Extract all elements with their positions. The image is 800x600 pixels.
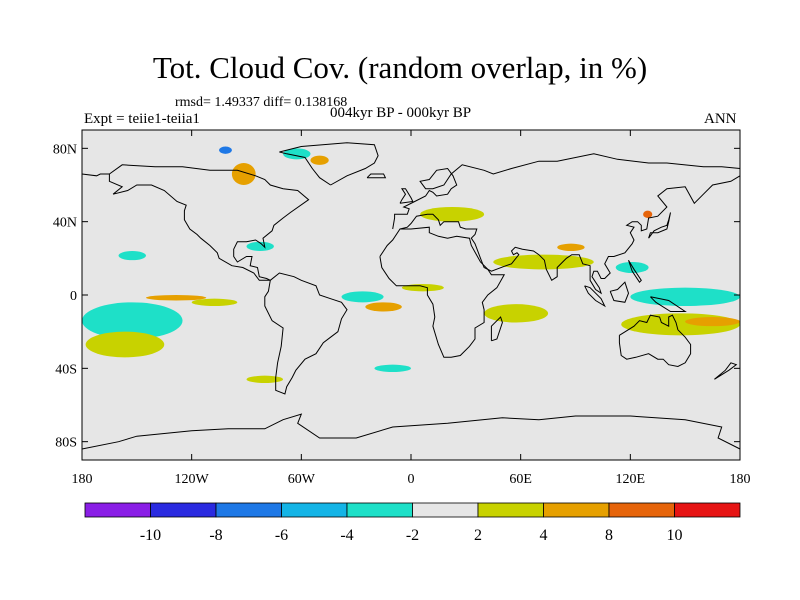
coastline xyxy=(379,226,506,358)
coastline xyxy=(618,314,692,368)
anomaly-patch xyxy=(365,302,402,312)
colorbar-swatch xyxy=(150,502,217,518)
colorbar-swatch xyxy=(477,502,544,518)
colorbar-label: -2 xyxy=(406,527,419,544)
anomaly-patch xyxy=(231,163,256,185)
anomaly-patch xyxy=(630,287,741,307)
anomaly-patch xyxy=(557,243,585,251)
chart-title: Tot. Cloud Cov. (random overlap, in %) xyxy=(152,50,648,85)
y-tick-label: 0 xyxy=(70,289,77,304)
plot-background xyxy=(82,130,740,460)
coastline xyxy=(399,188,414,204)
x-tick-label: 60W xyxy=(288,472,316,487)
anomaly-patch xyxy=(219,146,232,154)
anomaly-patch xyxy=(246,375,284,384)
colorbar-swatch xyxy=(674,502,741,518)
anomaly-patch xyxy=(82,302,183,339)
y-tick-label: 40N xyxy=(53,216,77,231)
anomaly-patch xyxy=(493,254,594,270)
colorbar-label: -10 xyxy=(140,527,161,544)
coastline xyxy=(650,296,687,312)
colorbar-swatch xyxy=(346,502,413,518)
colorbar-label: -6 xyxy=(275,527,288,544)
anomaly-patch xyxy=(118,251,146,261)
coastline xyxy=(584,285,606,308)
anomaly-patch xyxy=(643,210,653,218)
x-tick-label: 60E xyxy=(509,472,532,487)
y-tick-label: 80S xyxy=(55,436,77,451)
coastline xyxy=(366,173,387,179)
anomaly-patch xyxy=(374,364,411,373)
coastline xyxy=(609,281,630,303)
coastline xyxy=(279,142,379,186)
coastline xyxy=(399,175,741,295)
period-label: 004kyr BP - 000kyr BP xyxy=(330,105,472,121)
colorbar-label: 10 xyxy=(667,527,683,544)
x-tick-label: 120W xyxy=(175,472,210,487)
colorbar-label: 4 xyxy=(540,527,548,544)
x-tick-label: 120E xyxy=(616,472,646,487)
anomaly-patch xyxy=(85,331,165,358)
anomaly-patch xyxy=(341,291,384,303)
anomaly-patch xyxy=(615,262,649,273)
colorbar-swatch xyxy=(543,502,610,518)
experiment-label: Expt = teiie1-teiia1 xyxy=(84,111,200,127)
y-tick-label: 80N xyxy=(53,142,77,157)
anomaly-patch xyxy=(191,298,238,307)
anomaly-patch xyxy=(246,241,274,252)
x-tick-label: 180 xyxy=(730,472,751,487)
anomaly-patch xyxy=(310,155,329,165)
coastline xyxy=(264,272,348,395)
colorbar-swatch xyxy=(215,502,282,518)
coastline xyxy=(628,259,642,284)
colorbar-swatch xyxy=(281,502,348,518)
x-tick-label: 180 xyxy=(72,472,93,487)
colorbar-swatch xyxy=(84,502,151,518)
season-label: ANN xyxy=(704,111,737,127)
anomaly-patch xyxy=(685,317,740,327)
coastline xyxy=(108,164,310,281)
coastline xyxy=(648,212,671,239)
colorbar-label: -8 xyxy=(209,527,222,544)
stats-text: rmsd= 1.49337 diff= 0.138168 xyxy=(175,95,348,110)
anomaly-patch xyxy=(484,304,549,323)
anomaly-patch xyxy=(401,284,444,292)
coastline xyxy=(392,153,741,230)
colorbar-swatch xyxy=(608,502,675,518)
y-tick-label: 40S xyxy=(55,362,77,377)
coastline xyxy=(490,316,503,342)
coastline xyxy=(81,173,110,177)
colorbar-label: 2 xyxy=(474,527,482,544)
colorbar-label: 8 xyxy=(605,527,613,544)
anomaly-patch xyxy=(145,295,207,301)
anomaly-patch xyxy=(283,148,311,160)
x-tick-label: 0 xyxy=(408,472,415,487)
colorbar-label: -4 xyxy=(340,527,353,544)
coastline xyxy=(81,413,741,450)
coastline xyxy=(714,362,738,380)
colorbar-swatch xyxy=(412,502,479,518)
